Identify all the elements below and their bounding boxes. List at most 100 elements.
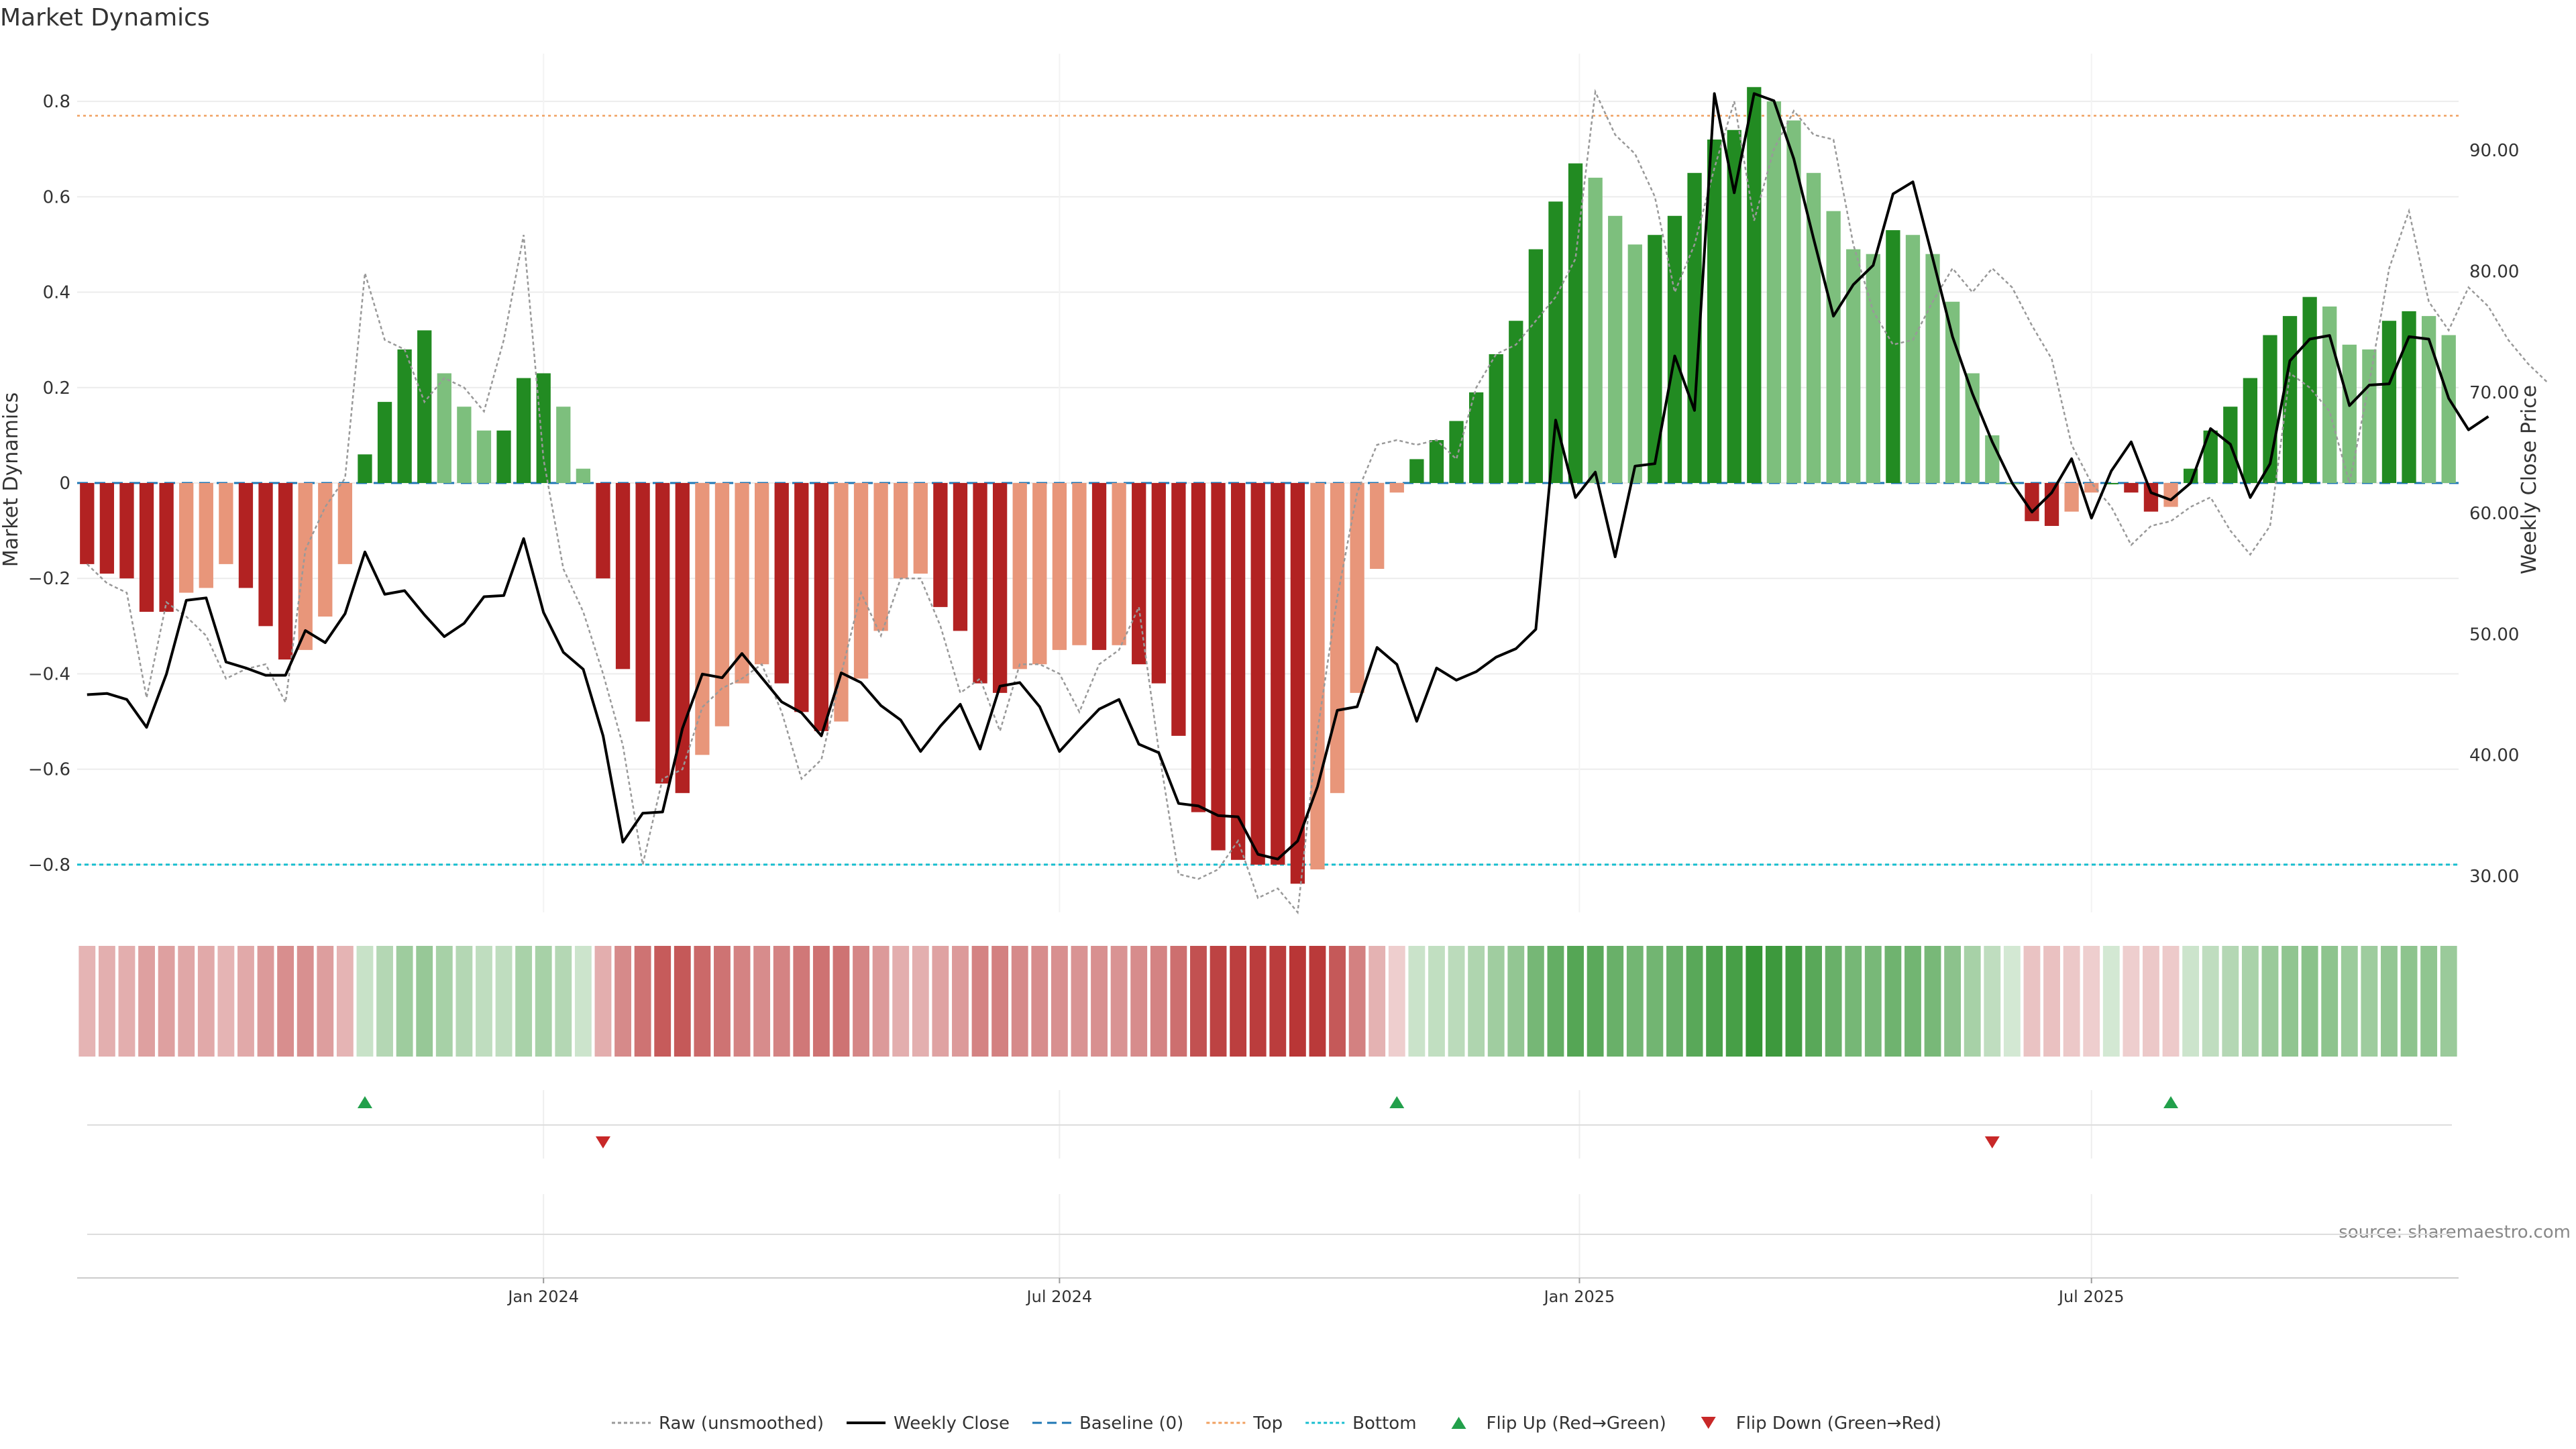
signal-strip-cell	[971, 946, 989, 1057]
dynamics-bar	[1667, 215, 1682, 483]
dynamics-bar	[1290, 483, 1305, 884]
right-axis-tick-label: 30.00	[2469, 867, 2519, 887]
dynamics-bar	[953, 483, 968, 631]
flip-up-marker	[2163, 1096, 2179, 1108]
signal-strip-cell	[2023, 946, 2041, 1057]
dynamics-bar	[2124, 483, 2139, 493]
dynamics-bar	[318, 483, 333, 617]
dynamics-bar	[199, 483, 213, 588]
signal-strip-cell	[1031, 946, 1049, 1057]
signal-strip-cell	[2420, 946, 2438, 1057]
signal-strip-cell	[396, 946, 413, 1057]
dynamics-bar	[1389, 483, 1404, 493]
x-axis-tick-label: Jan 2024	[506, 1287, 579, 1306]
signal-strip-cell	[2083, 946, 2100, 1057]
signal-strip-cell	[1150, 946, 1167, 1057]
dynamics-bar	[2402, 311, 2416, 483]
signal-strip-cell	[138, 946, 155, 1057]
dynamics-bar	[139, 483, 154, 612]
legend-label: Flip Up (Red→Green)	[1487, 1413, 1666, 1434]
dynamics-bar	[159, 483, 174, 612]
signal-strip-cell	[912, 946, 929, 1057]
signal-strip-cell	[1428, 946, 1445, 1057]
signal-strip-cell	[1230, 946, 1247, 1057]
dynamics-bar	[358, 454, 372, 483]
dynamics-bar	[1370, 483, 1385, 569]
signal-strip-cell	[1110, 946, 1128, 1057]
left-axis-tick-label: 0.8	[43, 92, 70, 112]
signal-strip-cell	[416, 946, 433, 1057]
dynamics-bar	[973, 483, 987, 684]
signal-strip-cell	[1964, 946, 1981, 1057]
signal-strip-cell	[1587, 946, 1604, 1057]
signal-strip-cell	[1249, 946, 1267, 1057]
signal-strip-cell	[1527, 946, 1544, 1057]
source-note: source: sharemaestro.com	[2339, 1222, 2571, 1242]
dynamics-bar	[2104, 483, 2118, 484]
dynamics-bar	[2302, 297, 2317, 483]
right-axis-tick-label: 40.00	[2469, 746, 2519, 766]
signal-strip-cell	[237, 946, 254, 1057]
dynamics-bar	[1052, 483, 1067, 650]
dynamics-bar	[2421, 316, 2436, 483]
signal-strip	[78, 946, 2457, 1057]
dynamics-bar	[735, 483, 749, 684]
dynamics-bar	[2044, 483, 2059, 526]
signal-strip-cell	[1864, 946, 1882, 1057]
dynamics-bar	[794, 483, 809, 712]
weekly-close-line	[87, 92, 2489, 861]
dynamics-bar	[258, 483, 273, 627]
dynamics-bar	[1072, 483, 1087, 645]
signal-strip-cell	[2182, 946, 2200, 1057]
left-axis-tick-label: 0	[59, 474, 70, 494]
signal-strip-cell	[1071, 946, 1088, 1057]
signal-strip-cell	[1607, 946, 1624, 1057]
signal-strip-cell	[1130, 946, 1148, 1057]
dynamics-bar	[377, 402, 392, 483]
signal-strip-cell	[892, 946, 910, 1057]
signal-strip-cell	[2361, 946, 2378, 1057]
dynamics-bar	[1091, 483, 1107, 650]
left-axis-ticks: 0.8 0.6 0.4 0.2 0 −0.2 −0.4 −0.6 −0.8	[28, 92, 70, 875]
legend: Raw (unsmoothed) Weekly Close Baseline (0)…	[611, 1413, 1941, 1434]
dynamics-bars	[80, 87, 2456, 884]
flip-down-marker	[595, 1136, 610, 1148]
legend-flip-down-icon	[1701, 1417, 1716, 1429]
signal-strip-cell	[515, 946, 533, 1057]
signal-strip-cell	[2202, 946, 2219, 1057]
signal-strip-cell	[2282, 946, 2298, 1057]
signal-strip-cell	[1091, 946, 1108, 1057]
right-axis-tick-label: 80.00	[2469, 262, 2519, 282]
dynamics-bar	[2084, 483, 2099, 493]
dynamics-bar	[1687, 172, 1702, 483]
signal-strip-cell	[2222, 946, 2239, 1057]
signal-strip-cell	[495, 946, 513, 1057]
dynamics-bar	[1528, 249, 1544, 483]
dynamics-bar	[1707, 140, 1722, 483]
signal-strip-cell	[277, 946, 294, 1057]
signal-strip-cell	[1329, 946, 1346, 1057]
signal-strip-cell	[1487, 946, 1505, 1057]
signal-strip-cell	[853, 946, 869, 1057]
reference-lines	[77, 115, 2459, 866]
dynamics-bar	[2025, 483, 2039, 521]
signal-strip-cell	[1666, 946, 1683, 1057]
dynamics-bar	[596, 483, 610, 579]
right-axis-tick-label: 70.00	[2469, 383, 2519, 403]
signal-strip-cell	[1507, 946, 1525, 1057]
dynamics-bar	[894, 483, 908, 579]
dynamics-bar	[615, 483, 631, 669]
y-axis-label-right: Weekly Close Price	[2518, 385, 2541, 574]
signal-strip-cell	[356, 946, 374, 1057]
dynamics-bar	[2243, 378, 2258, 483]
dynamics-bar	[754, 483, 769, 665]
dynamics-bar	[1866, 254, 1880, 483]
signal-strip-cell	[2102, 946, 2120, 1057]
dynamics-bar	[1230, 483, 1246, 860]
dynamics-bar	[298, 483, 313, 650]
flip-markers-panel	[87, 1090, 2452, 1159]
signal-strip-cell	[435, 946, 453, 1057]
signal-strip-cell	[1904, 946, 1921, 1057]
signal-strip-cell	[872, 946, 890, 1057]
dynamics-bar	[1171, 483, 1186, 736]
